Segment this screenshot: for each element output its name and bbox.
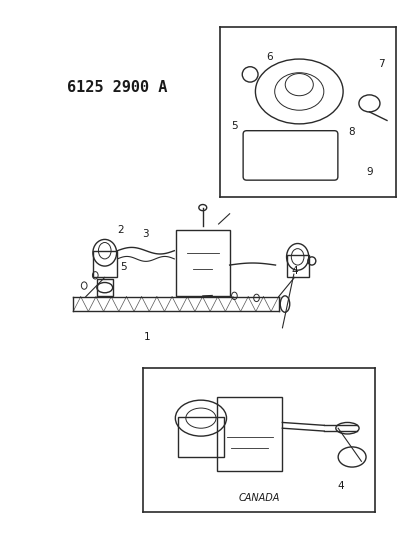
Bar [93,251,117,277]
Text: 1: 1 [144,332,151,342]
Text: 6125 2900 A: 6125 2900 A [67,80,167,95]
Text: 3: 3 [142,229,149,239]
Bar [176,230,230,296]
Bar [217,397,282,471]
Text: 2: 2 [117,225,124,235]
Text: 6: 6 [266,52,273,62]
Text: 8: 8 [348,127,355,138]
Text: CANADA: CANADA [238,493,280,503]
Text: 9: 9 [366,167,373,176]
Bar [97,279,113,296]
Bar [177,417,224,457]
Text: 5: 5 [231,120,238,131]
Text: 7: 7 [378,59,385,69]
Text: 4: 4 [291,266,298,276]
Bar [286,255,309,277]
Text: 5: 5 [120,262,127,272]
Text: 4: 4 [337,481,344,491]
